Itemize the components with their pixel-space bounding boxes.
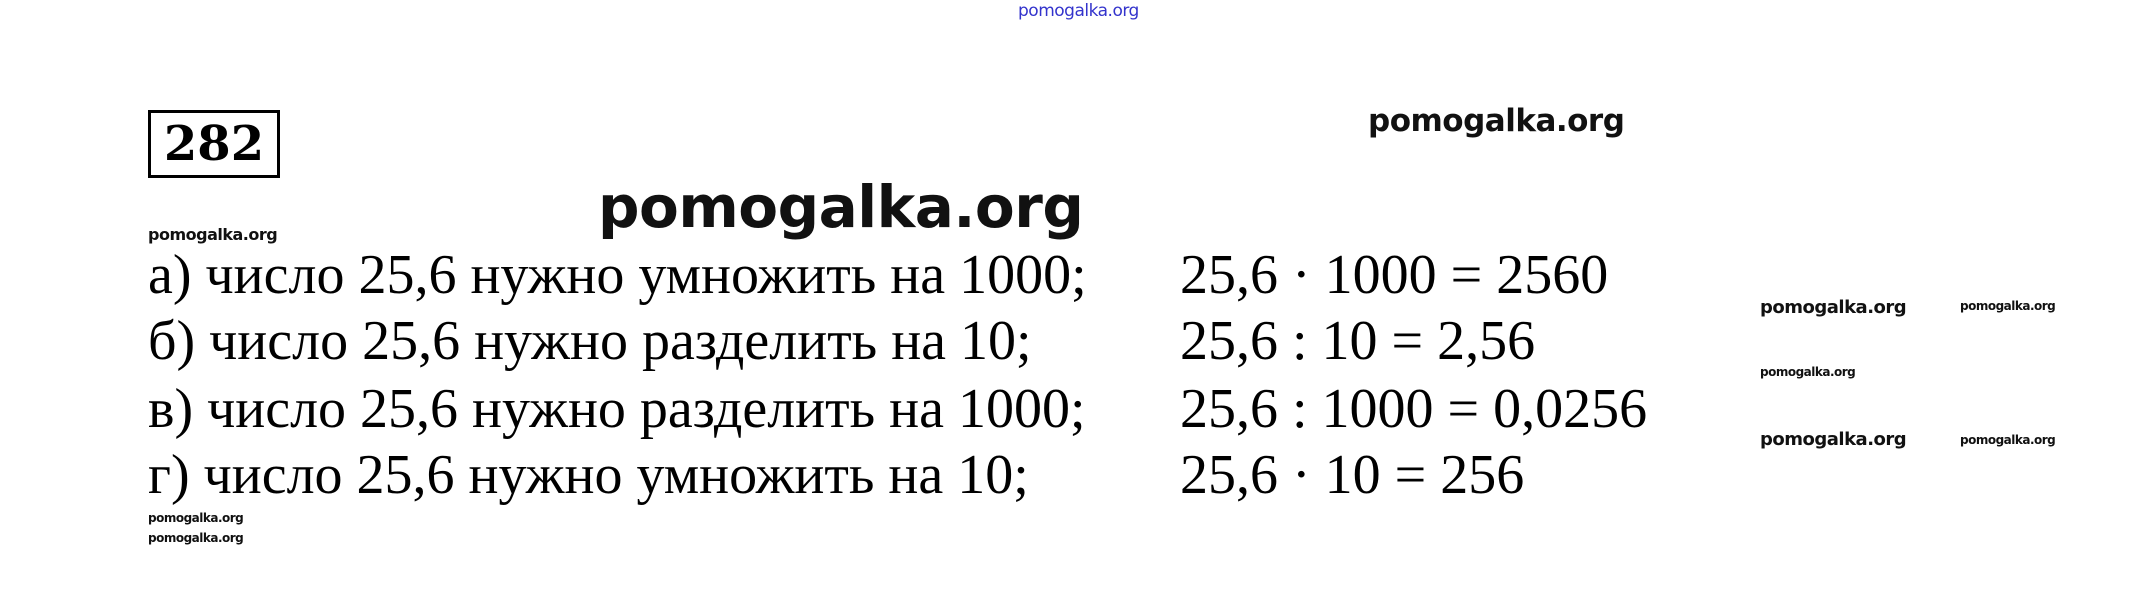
equation-b: 25,6 : 10 = 2,56 xyxy=(1180,310,1536,372)
watermark-small: pomogalka.org xyxy=(148,531,244,545)
watermark-small: pomogalka.org xyxy=(148,225,278,244)
equation-a: 25,6 · 1000 = 2560 xyxy=(1180,244,1609,306)
watermark-center-large: pomogalka.org xyxy=(598,173,1084,241)
watermark-small: pomogalka.org xyxy=(1760,429,1907,450)
problem-number: 282 xyxy=(148,110,280,178)
task-line-a: а) число 25,6 нужно умножить на 1000; xyxy=(148,244,1087,306)
watermark-small: pomogalka.org xyxy=(1760,297,1907,318)
watermark-right-header: pomogalka.org xyxy=(1368,103,1625,139)
watermark-small: pomogalka.org xyxy=(1760,365,1856,379)
watermark-small: pomogalka.org xyxy=(1960,299,2056,313)
task-line-c: в) число 25,6 нужно разделить на 1000; xyxy=(148,378,1086,440)
task-line-b: б) число 25,6 нужно разделить на 10; xyxy=(148,310,1032,372)
task-line-d: г) число 25,6 нужно умножить на 10; xyxy=(148,444,1029,506)
equation-c: 25,6 : 1000 = 0,0256 xyxy=(1180,378,1648,440)
watermark-small: pomogalka.org xyxy=(1960,433,2056,447)
equation-d: 25,6 · 10 = 256 xyxy=(1180,444,1525,506)
watermark-top: pomogalka.org xyxy=(1018,1,1139,21)
watermark-small: pomogalka.org xyxy=(148,511,244,525)
